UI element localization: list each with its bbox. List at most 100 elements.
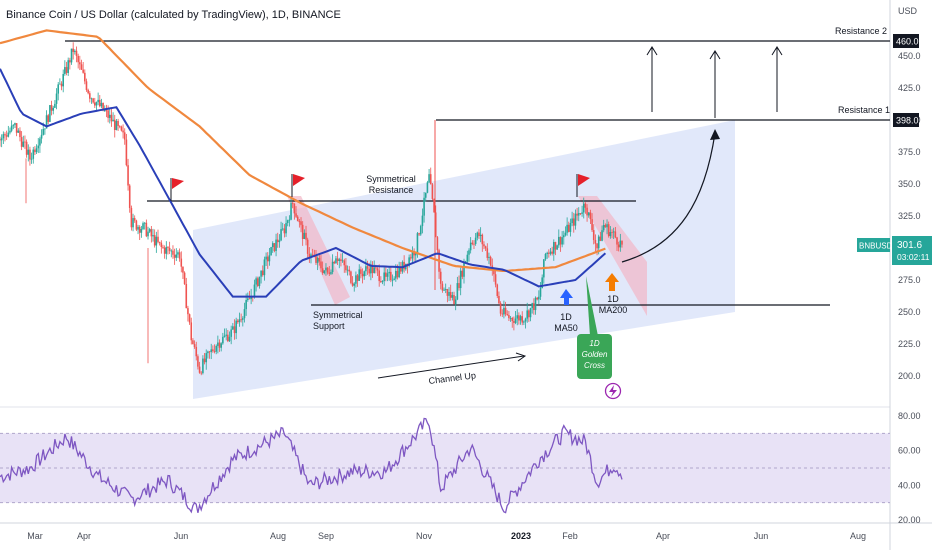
candle-body (338, 259, 341, 261)
symbol-tag (857, 238, 890, 252)
time-axis-label: Apr (656, 531, 670, 541)
candle-body (601, 230, 603, 241)
candle-body (212, 349, 214, 352)
candle-body (604, 224, 607, 228)
candle-body (361, 273, 364, 277)
candle-body (84, 72, 86, 82)
last-price-value: 301.6 (897, 240, 922, 251)
candle-body (215, 345, 218, 352)
candle-body (582, 203, 585, 213)
candle-body (365, 266, 367, 272)
candle-body (321, 268, 324, 274)
candle-body (167, 247, 169, 248)
candle-body (37, 145, 40, 149)
candle-body (508, 315, 510, 319)
golden-cross-bubble (577, 334, 612, 379)
candle-body (591, 219, 593, 231)
candle-body (454, 299, 457, 305)
candle-body (586, 207, 588, 216)
candle-body (120, 126, 123, 131)
sym-support-label-2: Support (313, 321, 345, 331)
candle-body (456, 283, 459, 300)
price-tick-label: 275.0 (898, 275, 921, 285)
candle-body (607, 224, 610, 237)
candle-body (311, 254, 314, 256)
candle-body (260, 270, 262, 277)
candle-body (217, 342, 219, 346)
candle-body (148, 229, 151, 232)
candle-body (205, 353, 208, 363)
resistance-1-tag (893, 113, 919, 127)
candle-body (95, 102, 98, 106)
candle-body (60, 83, 63, 87)
candle-body (235, 320, 237, 334)
countdown-value: 03:02:11 (897, 252, 930, 262)
flag-icon (576, 174, 590, 197)
candle-body (140, 229, 143, 233)
resistance-2-label: Resistance 2 (835, 26, 887, 36)
candle-body (567, 224, 570, 232)
candle-body (524, 318, 527, 322)
candle-body (10, 125, 13, 131)
candle-body (263, 259, 266, 276)
time-axis-label: Apr (77, 531, 91, 541)
resistance-1-label: Resistance 1 (838, 105, 890, 115)
candle-body (175, 254, 178, 258)
channel-arrow (377, 355, 525, 379)
candle-body (298, 221, 301, 222)
ma50-up-arrow-icon (560, 289, 573, 305)
candle-body (183, 272, 186, 284)
candle-body (182, 266, 184, 273)
candle-body (90, 98, 93, 100)
candle-body (509, 318, 512, 319)
candle-body (330, 272, 332, 274)
candle-body (355, 275, 357, 284)
candle-body (271, 243, 274, 248)
rsi-tick-label: 60.00 (898, 446, 921, 456)
candle-body (14, 123, 16, 125)
candle-body (280, 229, 282, 241)
candle-body (596, 243, 598, 249)
candle-body (153, 235, 156, 246)
candle-body (599, 236, 602, 241)
candle-body (57, 84, 60, 94)
ma200-label-2: MA200 (599, 305, 628, 315)
candle-body (386, 273, 389, 277)
candle-body (554, 242, 557, 250)
candle-body (616, 237, 618, 245)
resistance-2-tag-value: 460.0 (896, 37, 919, 47)
candle-body (266, 256, 269, 262)
candle-body (341, 260, 344, 262)
candle-body (268, 255, 271, 262)
candle-body (499, 303, 502, 314)
candle-body (346, 269, 349, 271)
candle-body (576, 213, 578, 216)
rsi-tick-label: 80.00 (898, 411, 921, 421)
candle-body (180, 258, 183, 267)
channel-up-label: Channel Up (428, 370, 476, 386)
candle-body (72, 48, 74, 52)
candle-body (498, 295, 500, 304)
candle-body (98, 99, 101, 107)
candle-body (25, 141, 28, 155)
golden-cross-label-1: 1D (589, 339, 599, 348)
candle-body (210, 349, 213, 353)
lightning-icon[interactable] (604, 382, 622, 400)
candle-body (366, 266, 369, 269)
candle-body (208, 351, 211, 353)
candle-body (300, 221, 302, 225)
candle-body (478, 232, 480, 236)
candle-body (187, 308, 189, 315)
candle-body (421, 215, 424, 227)
candle-body (160, 242, 163, 247)
candle-body (325, 267, 327, 271)
candle-body (133, 218, 136, 221)
candle-body (331, 261, 334, 273)
golden-cross-pointer (586, 276, 598, 336)
candle-body (0, 139, 1, 141)
candle-body (135, 220, 138, 230)
candle-body (45, 115, 48, 129)
candle-body (318, 257, 321, 262)
time-axis-label: Jun (754, 531, 769, 541)
